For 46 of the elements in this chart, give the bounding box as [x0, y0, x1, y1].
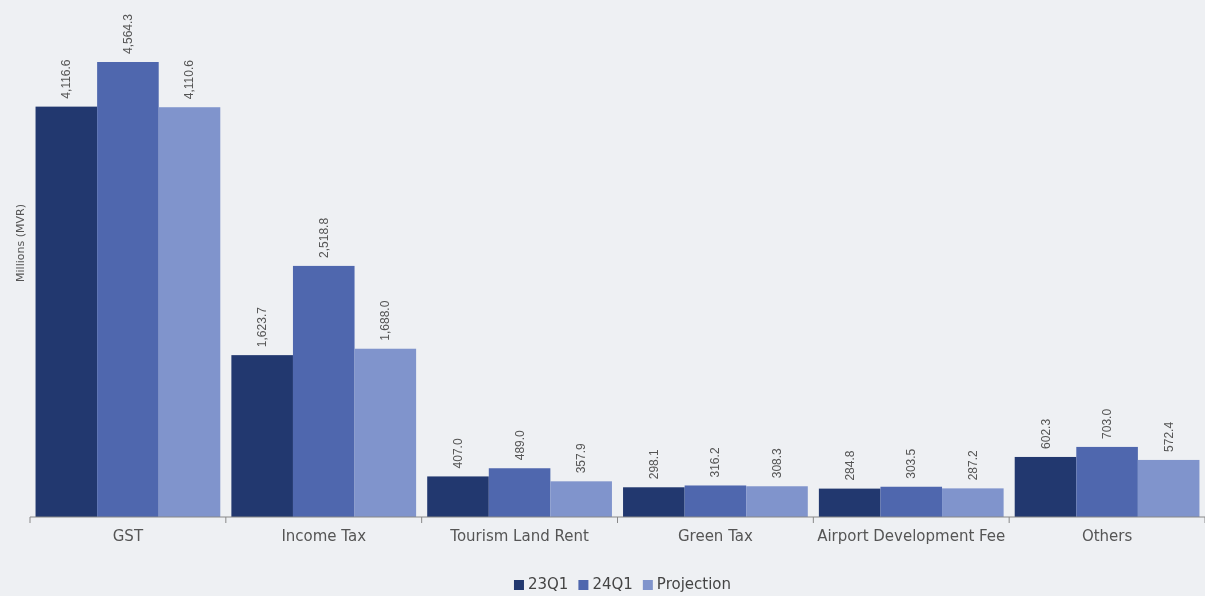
bar [1014, 456, 1077, 517]
legend-label: 23Q1 [527, 575, 569, 593]
data-label: 298.1 [646, 448, 661, 480]
bar [354, 348, 417, 517]
data-label: 308.3 [770, 447, 784, 479]
bar [746, 486, 808, 517]
bar [292, 265, 355, 517]
bar [623, 487, 685, 517]
bar [818, 488, 881, 517]
data-label: 316.2 [708, 447, 723, 478]
data-label: 703.0 [1100, 408, 1115, 439]
data-label: 602.3 [1038, 418, 1053, 449]
data-label: 572.4 [1161, 421, 1176, 452]
x-tick-label: Green Tax [677, 527, 753, 545]
data-label: 1,623.7 [255, 306, 270, 348]
data-label: 284.8 [842, 450, 857, 481]
bar [427, 476, 489, 517]
data-label: 4,116.6 [59, 59, 74, 99]
bar [158, 107, 221, 517]
x-tick-label: Airport Development Fee [817, 527, 1006, 545]
data-label: 357.9 [574, 442, 589, 474]
x-tick-label: Income Tax [281, 527, 367, 545]
data-label: 407.0 [451, 438, 465, 469]
x-tick-label: GST [112, 527, 144, 545]
bar [684, 485, 747, 517]
bar [1076, 446, 1138, 517]
bar [942, 488, 1004, 517]
data-label: 2,518.8 [316, 217, 331, 258]
x-tick-label: Others [1081, 527, 1133, 545]
bar [35, 106, 98, 517]
bar [550, 481, 612, 517]
y-axis-title: Millions (MVR) [14, 204, 27, 282]
bar [231, 355, 293, 517]
bar [97, 62, 159, 517]
bar [488, 468, 551, 517]
data-label: 4,110.6 [182, 59, 197, 100]
data-label: 489.0 [512, 429, 527, 461]
data-label: 287.2 [965, 450, 980, 481]
legend-label: 24Q1 [592, 575, 633, 593]
bar [1137, 459, 1200, 517]
data-label: 303.5 [904, 448, 919, 479]
bar [880, 486, 943, 517]
legend-label: Projection [656, 575, 732, 593]
x-tick-label: Tourism Land Rent [449, 527, 589, 545]
data-label: 4,564.3 [120, 13, 135, 54]
data-label: 1,688.0 [378, 300, 393, 341]
